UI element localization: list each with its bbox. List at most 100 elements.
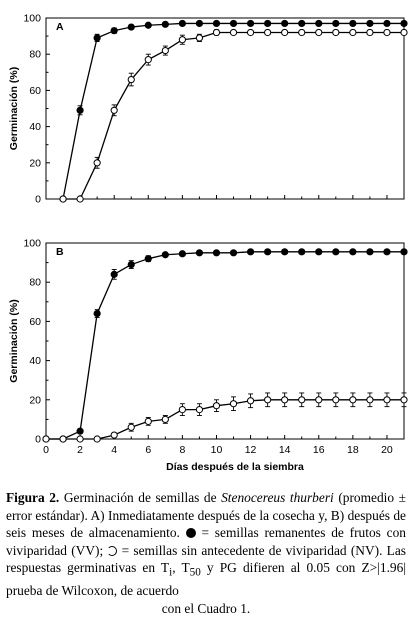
- series-open-point: [400, 28, 408, 37]
- series-open-point: [127, 423, 135, 431]
- panel-letter: B: [56, 246, 64, 258]
- x-tick-label: 20: [381, 444, 393, 456]
- series-filled-point: [127, 23, 135, 31]
- series-filled-point: [195, 19, 204, 28]
- y-tick-label: 20: [29, 157, 41, 169]
- y-tick-label: 0: [35, 194, 41, 206]
- series-filled-point: [144, 21, 152, 29]
- y-axis-label: Germinación (%): [8, 67, 20, 150]
- series-open-point: [246, 28, 255, 37]
- series-filled-point: [366, 248, 374, 256]
- series-open-point: [349, 396, 357, 404]
- series-open-point: [76, 435, 84, 443]
- caption-text-3: = semillas remanentes de frutos con vivi…: [6, 525, 406, 558]
- series-filled-point: [178, 250, 186, 258]
- filled-circle-icon: [185, 528, 196, 538]
- plot-frame: [45, 17, 405, 200]
- y-tick-label: 60: [29, 85, 41, 97]
- series-open-point: [281, 396, 289, 404]
- series-open-point: [298, 396, 306, 404]
- caption-sub-i: i: [169, 566, 173, 579]
- series-filled-point: [93, 34, 101, 42]
- series-filled-point: [281, 19, 289, 28]
- series-filled-point: [298, 19, 306, 28]
- series-filled-point: [383, 248, 391, 256]
- series-filled-point: [332, 19, 340, 28]
- y-tick-label: 40: [29, 121, 41, 133]
- series-filled-point: [315, 248, 323, 256]
- series-filled-point: [246, 248, 255, 256]
- series-filled-line: [46, 251, 404, 440]
- series-open-point: [161, 46, 169, 55]
- series-filled-point: [229, 249, 238, 257]
- caption-species: Stenocereus thurberi: [221, 490, 334, 505]
- caption-label: Figura 2.: [6, 490, 60, 505]
- caption-text-4: = semillas sin antecedente de viviparida…: [6, 542, 406, 576]
- series-filled-point: [144, 255, 152, 263]
- series-open-point: [400, 396, 408, 404]
- series-open-point: [144, 56, 152, 64]
- series-filled-point: [366, 19, 374, 28]
- series-filled-point: [212, 19, 221, 28]
- plot-frame: [45, 242, 405, 440]
- series-open-point: [229, 28, 238, 37]
- caption-text-6: y PG difieren al 0.05 con Z>|1.96| prueb…: [6, 560, 406, 599]
- open-circle-icon: [107, 545, 118, 556]
- series-open-point: [42, 435, 50, 443]
- series-open-point: [264, 396, 272, 404]
- series-open-point: [195, 406, 204, 414]
- series-open-point: [383, 396, 391, 404]
- y-tick-label: 80: [29, 277, 41, 289]
- series-filled-point: [400, 19, 408, 28]
- y-tick-label: 100: [23, 13, 41, 25]
- series-open-point: [144, 417, 152, 425]
- series-open-point: [212, 402, 221, 410]
- series-open-point: [110, 431, 118, 439]
- series-open-point: [229, 400, 238, 408]
- series-filled-point: [315, 19, 323, 28]
- series-open-point: [349, 28, 357, 37]
- y-axis-label: Germinación (%): [8, 299, 20, 382]
- series-filled-point: [110, 27, 118, 35]
- series-filled-point: [161, 20, 169, 28]
- caption-text-2: (promedio ± error estándar). A) Inmediat…: [6, 490, 406, 540]
- series-open-point: [93, 159, 101, 167]
- series-filled-point: [93, 309, 101, 318]
- series-open-point: [76, 195, 84, 203]
- x-tick-label: 14: [279, 444, 291, 456]
- series-filled-point: [161, 251, 169, 259]
- y-tick-label: 80: [29, 49, 41, 61]
- y-tick-label: 60: [29, 316, 41, 328]
- series-filled-point: [281, 248, 289, 256]
- series-open-point: [366, 28, 374, 37]
- series-filled-point: [76, 427, 84, 435]
- x-tick-label: 8: [179, 444, 185, 456]
- series-open-point: [110, 106, 118, 114]
- caption-sub-50: 50: [189, 566, 201, 579]
- series-filled-point: [400, 248, 408, 256]
- series-filled-point: [332, 248, 340, 256]
- series-open-line: [46, 399, 404, 440]
- x-tick-label: 16: [313, 444, 325, 456]
- series-filled-point: [298, 248, 306, 256]
- y-tick-label: 20: [29, 394, 41, 406]
- series-open-point: [281, 28, 289, 37]
- series-open-point: [178, 36, 186, 44]
- series-filled-point: [127, 260, 135, 269]
- series-open-point: [178, 406, 186, 414]
- series-open-point: [383, 28, 391, 37]
- y-tick-label: 40: [29, 355, 41, 367]
- x-tick-label: 10: [211, 444, 223, 456]
- x-tick-label: 18: [347, 444, 359, 456]
- series-open-point: [93, 435, 101, 443]
- series-filled-point: [349, 248, 357, 256]
- series-open-point: [195, 34, 204, 42]
- series-filled-point: [264, 248, 272, 256]
- series-open-point: [59, 435, 67, 443]
- panel-b: 0 20 40 60 80 100 0 2 4 6 8 10 12 14 16 18 20 Germinación…: [8, 238, 408, 473]
- figure-caption: Figura 2. Germinación de semillas de Ste…: [6, 489, 406, 617]
- series-filled-point: [264, 19, 272, 28]
- series-filled-point: [229, 19, 238, 28]
- series-filled-point: [383, 19, 391, 28]
- x-tick-label: 0: [43, 444, 49, 456]
